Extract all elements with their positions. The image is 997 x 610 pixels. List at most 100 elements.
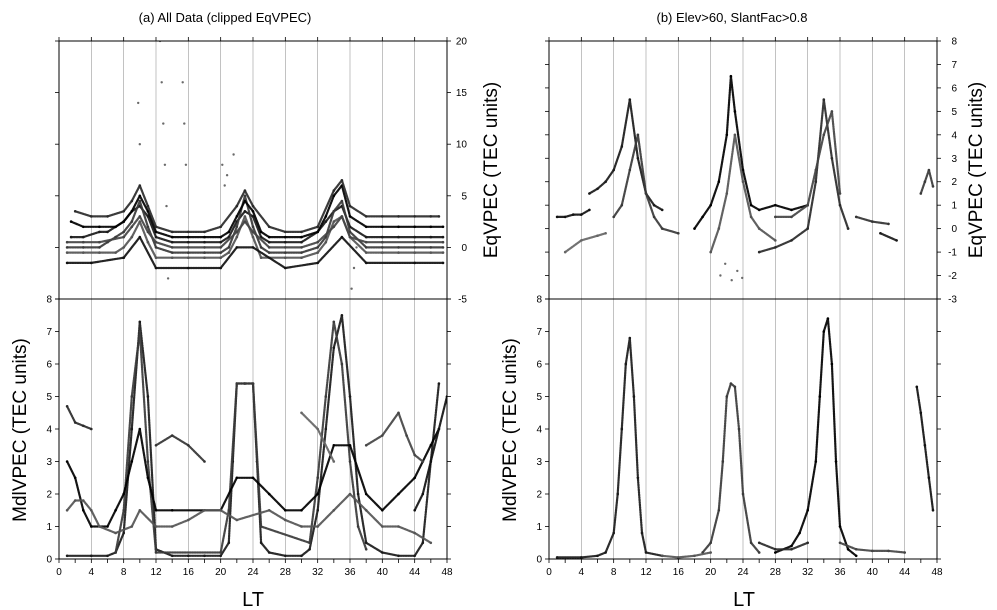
data-point <box>429 235 433 239</box>
outlier-point <box>724 262 727 265</box>
data-point <box>381 525 384 528</box>
data-point <box>65 246 69 249</box>
data-point <box>381 240 384 244</box>
y-tick-label: 7 <box>951 60 957 71</box>
data-point <box>90 215 93 218</box>
data-point <box>90 525 93 528</box>
data-point <box>324 215 328 218</box>
y-tick-label: 2 <box>951 177 957 188</box>
data-point <box>729 382 733 385</box>
data-point <box>170 256 174 260</box>
data-point <box>757 541 761 545</box>
data-point <box>429 444 433 447</box>
data-point <box>122 256 125 260</box>
y-tick-label: 6 <box>951 83 957 94</box>
data-series-3 <box>709 133 777 254</box>
data-point <box>106 525 109 528</box>
data-point <box>90 427 93 431</box>
data-point <box>187 230 190 234</box>
data-series-4 <box>758 98 850 254</box>
data-point <box>741 180 745 183</box>
data-point <box>187 518 190 522</box>
x-tick-label: 24 <box>737 567 749 578</box>
data-point <box>90 554 93 558</box>
data-point <box>364 548 368 551</box>
x-tick-label: 28 <box>770 567 782 578</box>
data-point <box>251 235 255 239</box>
data-point <box>563 215 567 219</box>
y-tick-label: 4 <box>536 425 542 436</box>
x-tick-label: 40 <box>867 567 879 578</box>
data-point <box>931 509 935 512</box>
data-point <box>122 492 125 496</box>
data-point <box>82 499 85 502</box>
data-point <box>259 525 263 528</box>
data-point <box>397 215 400 218</box>
x-label-b: LT <box>733 589 755 610</box>
data-point <box>146 204 150 208</box>
data-point <box>122 509 125 512</box>
data-point <box>340 215 344 218</box>
data-point <box>413 240 417 244</box>
data-point <box>340 179 344 182</box>
x-tick-label: 36 <box>834 567 846 578</box>
y-tick-label: 0 <box>46 555 52 566</box>
data-point <box>381 551 384 554</box>
x-tick-label: 16 <box>673 567 685 578</box>
data-point <box>259 256 263 260</box>
data-point <box>806 227 809 230</box>
data-point <box>441 240 445 244</box>
data-point <box>790 239 793 242</box>
data-point <box>709 250 712 254</box>
data-point <box>563 250 567 254</box>
data-point <box>887 222 890 226</box>
data-point <box>251 476 255 480</box>
data-point <box>364 492 368 496</box>
outlier-point <box>225 174 229 177</box>
data-point <box>138 215 142 218</box>
data-point <box>413 476 417 480</box>
data-point <box>616 492 619 496</box>
data-point <box>580 556 583 559</box>
data-point <box>555 556 559 559</box>
data-point <box>227 251 231 254</box>
data-point <box>413 251 417 254</box>
plot-area <box>65 41 445 290</box>
data-series-1 <box>701 382 761 554</box>
y-label-mdl-a: MdlVPEC (TEC units) <box>10 338 31 522</box>
x-tick-label: 4 <box>579 567 585 578</box>
data-point <box>138 427 142 431</box>
data-point <box>774 551 777 554</box>
data-point <box>806 509 809 512</box>
data-point <box>381 434 384 437</box>
title-b: (b) Elev>60, SlantFac>0.8 <box>656 10 807 25</box>
data-point <box>324 427 328 431</box>
y-tick-label: -2 <box>948 271 957 282</box>
data-point <box>138 330 142 333</box>
data-point <box>774 215 777 219</box>
data-point <box>381 246 384 249</box>
data-point <box>332 189 336 192</box>
data-point <box>73 476 77 480</box>
data-point <box>146 460 150 463</box>
x-tick-label: 8 <box>121 567 127 578</box>
data-point <box>701 215 704 219</box>
x-tick-label: 20 <box>705 567 717 578</box>
data-point <box>98 225 101 229</box>
data-point <box>122 230 125 234</box>
data-point <box>733 133 737 137</box>
y-tick-label: 4 <box>46 425 52 436</box>
data-point <box>923 180 927 183</box>
data-point <box>364 246 368 249</box>
data-point <box>65 240 69 244</box>
outlier-point <box>232 153 235 156</box>
data-point <box>332 346 336 350</box>
data-point <box>596 187 599 191</box>
data-point <box>340 362 344 366</box>
data-point <box>757 250 761 254</box>
data-point <box>219 266 222 270</box>
data-point <box>251 204 255 208</box>
data-point <box>413 509 417 512</box>
x-tick-label: 20 <box>215 567 227 578</box>
data-point <box>903 551 906 554</box>
